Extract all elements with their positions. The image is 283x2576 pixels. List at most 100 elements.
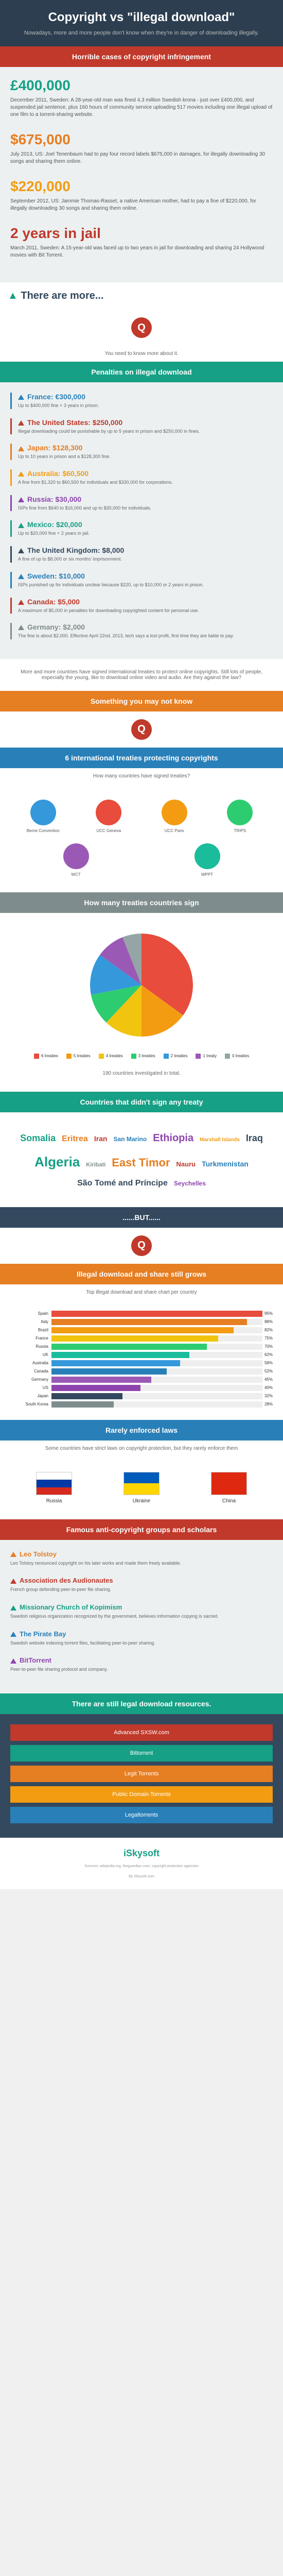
group-item: BitTorrentPeer-to-peer file sharing prot…: [10, 1656, 273, 1673]
bar-track: [51, 1393, 262, 1399]
legend-item: 5 treaties: [66, 1054, 91, 1059]
group-name: Missionary Church of Kopimism: [10, 1603, 273, 1611]
legend-label: 6 treaties: [41, 1054, 58, 1058]
legend-item: 3 treaties: [131, 1054, 155, 1059]
pie-section: 6 treaties 5 treaties 4 treaties 3 treaties…: [0, 913, 283, 1092]
penalty-country: Germany: $2,000: [18, 623, 273, 631]
bar-track: [51, 1368, 262, 1375]
bar-row: US40%: [10, 1385, 273, 1391]
resource-item[interactable]: Legit Torrents: [10, 1766, 273, 1782]
penalty-country: Russia: $30,000: [18, 495, 273, 503]
resource-item[interactable]: Advanced SXSW.com: [10, 1724, 273, 1741]
bar-track: [51, 1352, 262, 1358]
resource-item[interactable]: Bittorrent: [10, 1745, 273, 1761]
bar-row: Spain95%: [10, 1311, 273, 1317]
bar-value: 52%: [264, 1369, 273, 1374]
cloud-word: Kiribati: [86, 1159, 105, 1171]
resource-item[interactable]: Legaltorrents: [10, 1807, 273, 1823]
case-item: 2 years in jailMarch 2011, Sweden: A 15-…: [10, 225, 273, 259]
bar-track: [51, 1385, 262, 1391]
treaty-icon: [162, 800, 187, 825]
bar-label: South Korea: [10, 1402, 51, 1406]
cloud-word: Nauru: [176, 1158, 196, 1171]
case-desc: March 2011, Sweden: A 15-year-old was fa…: [10, 245, 273, 259]
q-icon-2: Q: [131, 719, 152, 740]
penalty-item: The United States: $250,000Illegal downl…: [10, 418, 273, 435]
resource-item[interactable]: Public Domain Torrents: [10, 1786, 273, 1803]
header: Copyright vs "illegal download" Nowadays…: [0, 0, 283, 46]
bar-row: UK62%: [10, 1352, 273, 1358]
penalty-desc: Up to $20,000 fine + 2 years in jail.: [18, 531, 273, 537]
cloud-word: Eritrea: [62, 1131, 88, 1147]
case-desc: September 2012, US: Jammie Thomas-Rasset…: [10, 198, 273, 212]
penalty-desc: ISPs fine from $640 to $16,000 and up to…: [18, 505, 273, 512]
treaty-item: WPPT: [184, 843, 231, 877]
case-item: $220,000September 2012, US: Jammie Thoma…: [10, 178, 273, 212]
treaties-sub: How many countries have signed treaties?: [0, 768, 283, 784]
flag-item: China: [203, 1472, 255, 1504]
cloud-word: São Tomé and Príncipe: [77, 1175, 168, 1192]
legend-item: 6 treaties: [34, 1054, 58, 1059]
treaty-item: Berne Convention: [20, 800, 66, 833]
group-desc: Swedish website indexing torrent files, …: [10, 1640, 273, 1647]
bar-fill: [51, 1344, 207, 1350]
penalty-desc: ISPs punished up for individuals unclear…: [18, 582, 273, 588]
bar-label: Japan: [10, 1394, 51, 1398]
footer: iSkysoft Sources: wikipedia.org, theguar…: [0, 1838, 283, 1890]
penalty-item: Canada: $5,000A maximum of $5,000 in pen…: [10, 598, 273, 614]
groups-section: Leo TolstoyLeo Tolstoy renounced copyrig…: [0, 1540, 283, 1693]
bar-value: 32%: [264, 1394, 273, 1398]
bar-track: [51, 1327, 262, 1333]
legend-label: 4 treaties: [106, 1054, 123, 1058]
group-desc: French group defending peer-to-peer file…: [10, 1586, 273, 1593]
treaty-item: TRIPS: [217, 800, 263, 833]
bar-fill: [51, 1335, 218, 1342]
bar-fill: [51, 1377, 151, 1383]
penalty-country: The United Kingdom: $8,000: [18, 546, 273, 554]
bar-value: 40%: [264, 1385, 273, 1390]
legend-swatch: [225, 1054, 230, 1059]
cloud-word: Iraq: [246, 1129, 263, 1147]
bar-row: Japan 32%: [10, 1393, 273, 1399]
band-treaty-count: How many treaties countries sign: [0, 892, 283, 913]
bar-track: [51, 1360, 262, 1366]
penalty-country: France: €300,000: [18, 393, 273, 401]
bar-label: France: [10, 1336, 51, 1341]
case-desc: July 2013, US: Joel Tenenbaum had to pay…: [10, 151, 273, 165]
case-item: £400,000December 2011, Sweden: A 28-year…: [10, 77, 273, 118]
band-treaties: 6 international treaties protecting copy…: [0, 748, 283, 768]
flag-label: Russia: [28, 1498, 80, 1504]
penalty-item: Japan: $128,300Up to 10 years in prison …: [10, 444, 273, 460]
bar-track: [51, 1311, 262, 1317]
credit: By iSkysoft.com: [10, 1874, 273, 1879]
cloud-word: Algeria: [34, 1148, 80, 1175]
cloud-word: Turkmenistan: [202, 1157, 249, 1171]
legend-label: 2 treaties: [171, 1054, 188, 1058]
subtitle: Nowadays, more and more people don't kno…: [10, 30, 273, 36]
bar-label: Brazil: [10, 1328, 51, 1332]
bar-row: Brazil 82%: [10, 1327, 273, 1333]
bar-track: [51, 1377, 262, 1383]
penalties-note: More and more countries have signed inte…: [0, 659, 283, 691]
legend-swatch: [131, 1054, 136, 1059]
bar-value: 75%: [264, 1336, 273, 1341]
legend-label: 3 treaties: [138, 1054, 155, 1058]
bar-value: 82%: [264, 1328, 273, 1332]
penalty-country: Australia: $60,500: [18, 469, 273, 478]
resources-list: Advanced SXSW.com Bittorrent Legit Torrent…: [0, 1714, 283, 1838]
legend-item: 0 treaties: [225, 1054, 249, 1059]
group-item: Association des AudionautesFrench group …: [10, 1577, 273, 1593]
cloud-word: Iran: [94, 1131, 108, 1146]
group-desc: Swedish religious organization recognize…: [10, 1613, 273, 1620]
bar-fill: [51, 1385, 140, 1391]
penalty-desc: A maximum of $5,000 in penalties for dow…: [18, 608, 273, 614]
band-unknown: Something you may not know: [0, 691, 283, 711]
bar-row: France 75%: [10, 1335, 273, 1342]
bar-fill: [51, 1352, 189, 1358]
bar-label: Canada: [10, 1369, 51, 1374]
bar-label: Italy: [10, 1319, 51, 1324]
penalty-country: The United States: $250,000: [18, 418, 273, 427]
cloud-word: San Marino: [114, 1133, 147, 1145]
bar-fill: [51, 1368, 167, 1375]
group-item: Leo TolstoyLeo Tolstoy renounced copyrig…: [10, 1550, 273, 1567]
